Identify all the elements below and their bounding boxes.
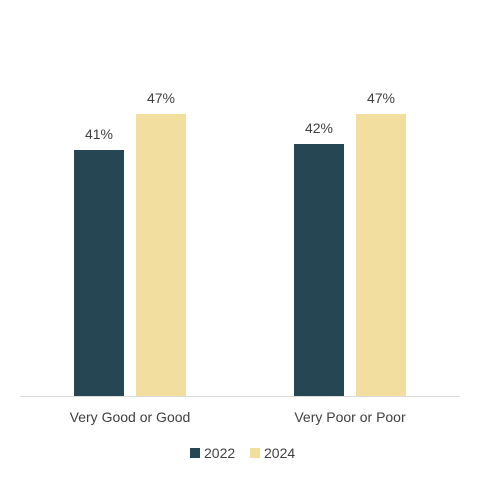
data-label-2022-very-poor-or-poor: 42% (305, 120, 333, 136)
legend: 2022 2024 (190, 445, 295, 461)
legend-swatch-2022 (190, 448, 200, 458)
legend-swatch-2024 (250, 448, 260, 458)
bar-2024-very-good-or-good (136, 114, 186, 396)
data-labels-group: 41% 47% 42% 47% (85, 90, 395, 142)
category-label-very-poor-or-poor: Very Poor or Poor (294, 409, 406, 425)
data-label-2024-very-poor-or-poor: 47% (367, 90, 395, 106)
data-label-2022-very-good-or-good: 41% (85, 126, 113, 142)
bar-2022-very-good-or-good (74, 150, 124, 396)
legend-label-2022: 2022 (204, 445, 235, 461)
category-labels-group: Very Good or Good Very Poor or Poor (70, 409, 406, 425)
category-label-very-good-or-good: Very Good or Good (70, 409, 191, 425)
legend-label-2024: 2024 (264, 445, 295, 461)
bars-group (74, 114, 406, 396)
bar-2022-very-poor-or-poor (294, 144, 344, 396)
data-label-2024-very-good-or-good: 47% (147, 90, 175, 106)
bar-2024-very-poor-or-poor (356, 114, 406, 396)
